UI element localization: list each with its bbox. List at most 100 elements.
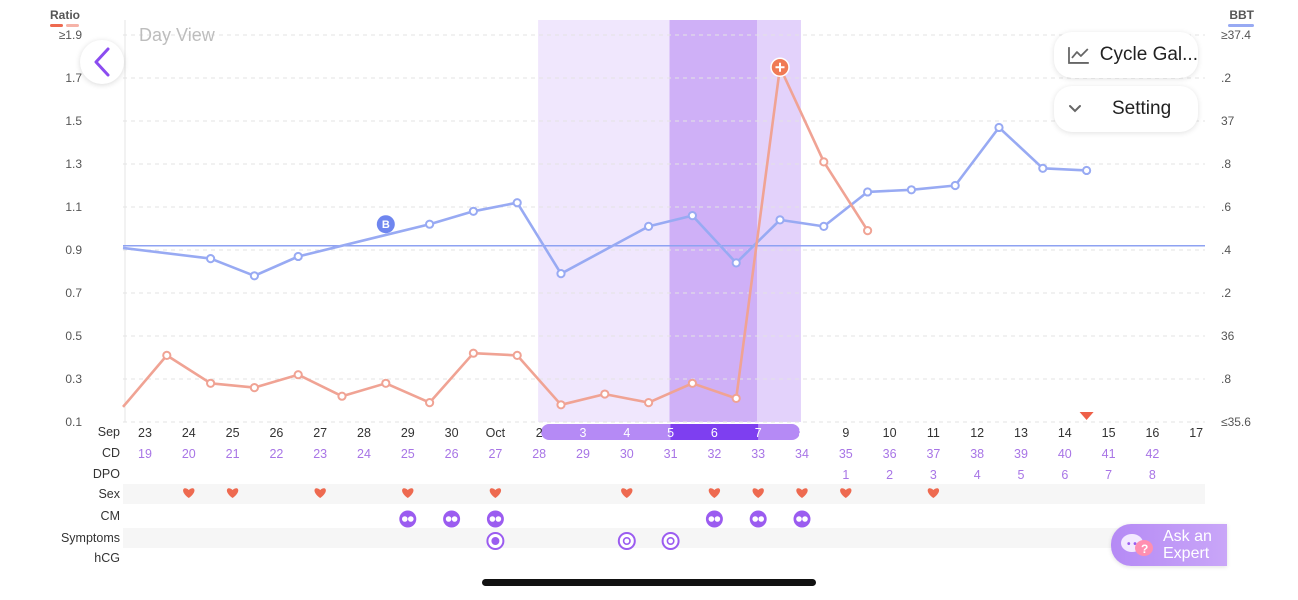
cycle-day-label: 25 [401, 447, 415, 461]
dpo-label: 5 [1018, 468, 1025, 482]
cycle-day-label: 24 [357, 447, 371, 461]
bbt-tick-label: 37 [1221, 114, 1235, 128]
ratio-point [206, 378, 216, 388]
row-label: CM [101, 509, 120, 523]
date-label: 6 [711, 426, 718, 440]
svg-text:• •: • • [1127, 539, 1137, 550]
ratio-tick-label: 1.7 [65, 71, 82, 85]
cervical-mucus-drop [758, 516, 764, 522]
today-marker-icon [1079, 412, 1094, 420]
symptom-icon-inner [491, 536, 500, 545]
date-label: 27 [313, 426, 327, 440]
cervical-mucus-drop [495, 516, 502, 522]
heart-icon [314, 488, 326, 498]
bbt-marker-label: B [382, 219, 390, 231]
cycle-day-label: 42 [1145, 447, 1159, 461]
heart-icon [927, 488, 940, 498]
chevron-left-icon [94, 47, 110, 77]
cycle-day-label: 41 [1102, 447, 1116, 461]
bbt-marker [376, 215, 395, 234]
date-label: 9 [842, 426, 849, 440]
bbt-tick-label: .8 [1221, 372, 1231, 386]
date-label: 14 [1058, 426, 1072, 440]
date-label: 4 [623, 426, 630, 440]
ratio-point [863, 226, 873, 236]
cycle-day-label: 20 [182, 447, 196, 461]
cycle-day-label: 36 [883, 447, 897, 461]
ratio-tick-label: 0.9 [65, 243, 82, 257]
svg-text:?: ? [1141, 542, 1148, 556]
heart-icon [489, 488, 502, 498]
date-label: 26 [269, 426, 283, 440]
cervical-mucus-icon [443, 510, 461, 528]
bbt-legend-swatch [1228, 24, 1254, 27]
ratio-point [600, 389, 610, 399]
ask-expert-line2: Expert [1163, 545, 1210, 562]
ratio-tick-label: 0.5 [65, 329, 82, 343]
cervical-mucus-icon [486, 510, 504, 528]
bbt-point [1038, 163, 1048, 173]
cycle-day-label: 30 [620, 447, 634, 461]
ratio-tick-label: 0.3 [65, 372, 82, 386]
ask-expert-label: Ask an Expert [1163, 528, 1212, 562]
bbt-point [425, 219, 435, 229]
bbt-point [512, 198, 522, 208]
heart-icon [796, 488, 808, 498]
cycle-day-label: 21 [226, 447, 240, 461]
back-button[interactable] [80, 40, 124, 84]
ratio-tick-label: 0.7 [65, 286, 82, 300]
date-label: 13 [1014, 426, 1028, 440]
bbt-point [468, 206, 478, 216]
ratio-tick-label: ≥1.9 [59, 28, 83, 42]
date-label: 11 [927, 426, 940, 440]
cervical-mucus-drop [802, 516, 808, 522]
bbt-tick-label: .8 [1221, 157, 1231, 171]
cervical-mucus-icon [793, 510, 811, 528]
bbt-tick-label: .2 [1221, 286, 1231, 300]
cervical-mucus-icon [705, 510, 723, 528]
setting-label: Setting [1112, 98, 1172, 119]
ratio-point [293, 370, 303, 380]
bbt-point [819, 221, 829, 231]
dpo-label: 2 [886, 468, 893, 482]
heart-icon [183, 488, 195, 498]
ratio-point [381, 378, 391, 388]
cycle-day-label: 32 [707, 447, 721, 461]
ratio-point [425, 398, 435, 408]
bbt-point [206, 254, 216, 264]
date-label: 10 [883, 426, 897, 440]
ratio-point [556, 400, 566, 410]
symptom-icon [617, 532, 636, 550]
bbt-point [687, 211, 698, 221]
setting-button[interactable]: Setting [1054, 86, 1198, 132]
date-label: 25 [226, 426, 240, 440]
cycle-day-label: 35 [839, 447, 853, 461]
day-view-title: Day View [139, 25, 216, 45]
date-label: 2 [536, 426, 543, 440]
bbt-axis-title: BBT [1229, 8, 1254, 22]
cycle-day-label: 33 [751, 447, 765, 461]
cycle-day-label: 23 [313, 447, 327, 461]
bbt-point [293, 251, 303, 262]
ratio-point [687, 378, 698, 388]
cervical-mucus-drop [752, 516, 758, 522]
bbt-point [1082, 165, 1092, 176]
cervical-mucus-drop [796, 516, 802, 522]
cycle-day-label: 28 [532, 447, 546, 461]
cycle-day-label: 40 [1058, 447, 1072, 461]
ask-expert-button[interactable]: • • ? Ask an Expert [1111, 524, 1227, 566]
date-label: 24 [182, 426, 196, 440]
ratio-point [512, 350, 522, 360]
cycle-gallery-button[interactable]: Cycle Gal... [1054, 32, 1198, 78]
cycle-day-label: 22 [269, 447, 283, 461]
ratio-tick-label: 1.1 [65, 200, 82, 214]
cycle-day-label: 39 [1014, 447, 1028, 461]
bbt-point [906, 185, 917, 195]
cervical-mucus-drop [489, 516, 496, 522]
ratio-line [122, 65, 869, 408]
date-label: 29 [401, 426, 415, 440]
heart-icon [621, 488, 633, 498]
date-label: Oct [486, 426, 506, 440]
ratio-tick-label: 1.5 [65, 114, 82, 128]
